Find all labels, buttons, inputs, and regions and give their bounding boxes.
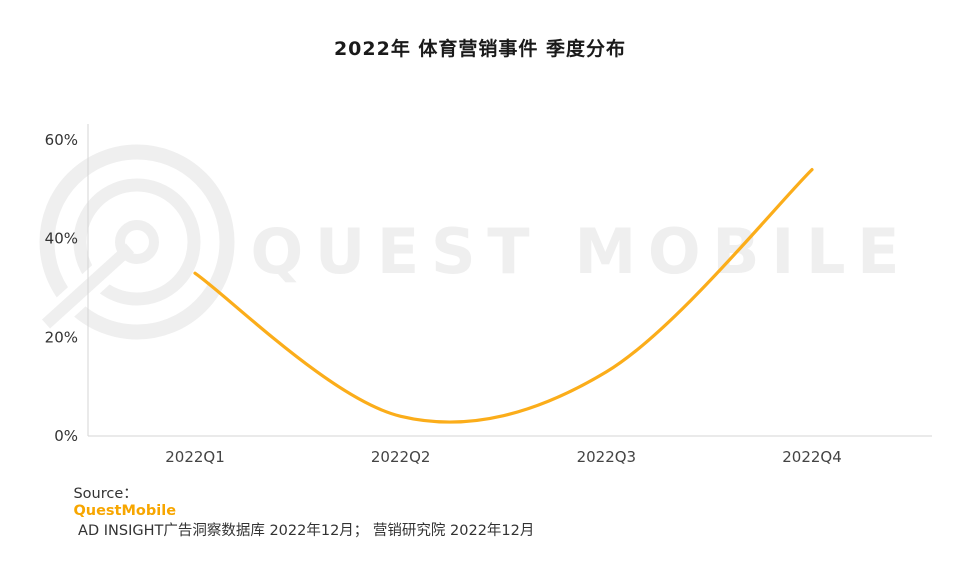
source-brand: QuestMobile: [73, 503, 177, 519]
x-tick-label: 2022Q3: [577, 448, 637, 466]
y-tick-label: 0%: [54, 427, 78, 445]
y-tick-label: 40%: [45, 230, 78, 248]
x-tick-label: 2022Q1: [165, 448, 225, 466]
line-chart: QUEST MOBILE 0% 20% 40% 60% 2022Q1 2022Q2 2022…: [29, 124, 932, 466]
source-prefix: Source：: [73, 486, 138, 502]
source-note: Source： QuestMobile AD INSIGHT广告洞察数据库 20…: [55, 466, 534, 556]
x-tick-label: 2022Q4: [782, 448, 842, 466]
watermark-text: QUEST MOBILE: [251, 215, 906, 288]
x-tick-label: 2022Q2: [371, 448, 431, 466]
series-line: [193, 168, 814, 424]
chart-title: 2022年 体育营销事件 季度分布: [333, 38, 627, 60]
source-rest: AD INSIGHT广告洞察数据库 2022年12月； 营销研究院 2022年1…: [73, 523, 535, 539]
questmobile-watermark: QUEST MOBILE: [29, 144, 906, 342]
watermark-logo-outer-ring: [39, 144, 235, 340]
watermark-logo-middle-ring: [73, 178, 201, 306]
chart-axes: 0% 20% 40% 60% 2022Q1 2022Q2 2022Q3 2022Q4: [45, 124, 932, 466]
y-tick-label: 20%: [45, 328, 78, 346]
watermark-logo-center-ring: [115, 220, 159, 264]
y-tick-label: 60%: [45, 131, 78, 149]
